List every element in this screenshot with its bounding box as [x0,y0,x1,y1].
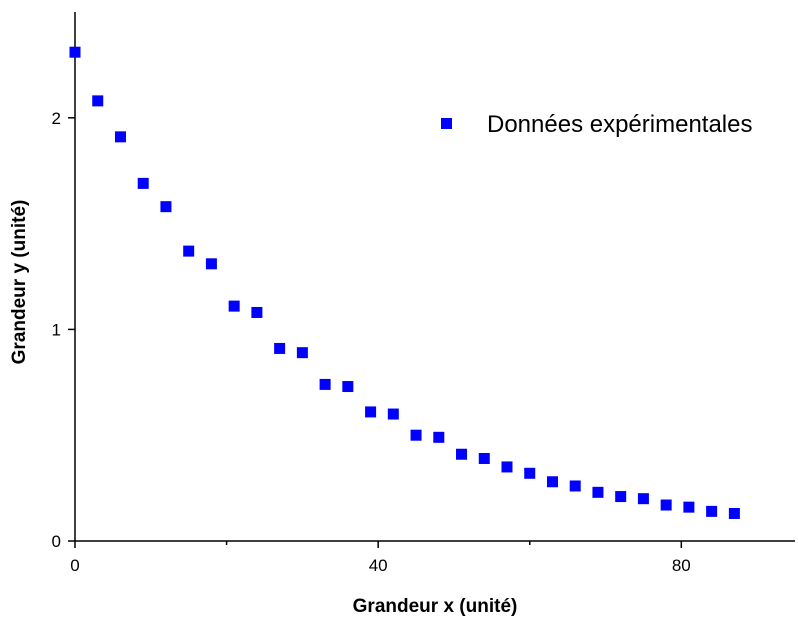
data-point [69,46,81,58]
legend-marker [441,118,452,129]
data-point [137,177,149,189]
y-tick-label: 2 [52,109,61,128]
data-points [69,46,740,519]
data-point [660,499,672,511]
data-point [456,448,468,460]
data-point [501,461,513,473]
y-tick-label: 1 [52,320,61,339]
data-point [546,476,558,488]
data-point [478,452,490,464]
data-point [228,300,240,312]
data-point [728,507,740,519]
data-point [615,491,627,503]
x-tick-label: 0 [70,556,79,575]
data-point [365,406,377,418]
x-tick-label: 40 [369,556,388,575]
data-point [160,201,172,213]
data-point [524,467,536,479]
data-point [683,501,695,513]
data-point [274,342,286,354]
axes [74,12,795,542]
data-point [319,378,331,390]
legend-label: Données expérimentales [487,111,753,138]
data-point [296,347,308,359]
data-point [92,95,104,107]
x-axis-title: Grandeur x (unité) [353,596,518,617]
data-point [114,131,126,143]
y-axis-title: Grandeur y (unité) [9,200,30,365]
legend: Données expérimentales [441,111,753,138]
data-point [410,429,422,441]
data-point [433,431,445,443]
data-point [592,486,604,498]
data-point [183,245,195,257]
x-tick-label: 80 [672,556,691,575]
data-point [205,258,217,270]
data-point [387,408,399,420]
ticks: 0 40 80 0 1 2 [52,109,691,575]
data-point [251,306,263,318]
data-point [342,381,354,393]
y-tick-label: 0 [52,532,61,551]
data-point [637,493,649,505]
data-point [706,505,718,517]
data-point [569,480,581,492]
